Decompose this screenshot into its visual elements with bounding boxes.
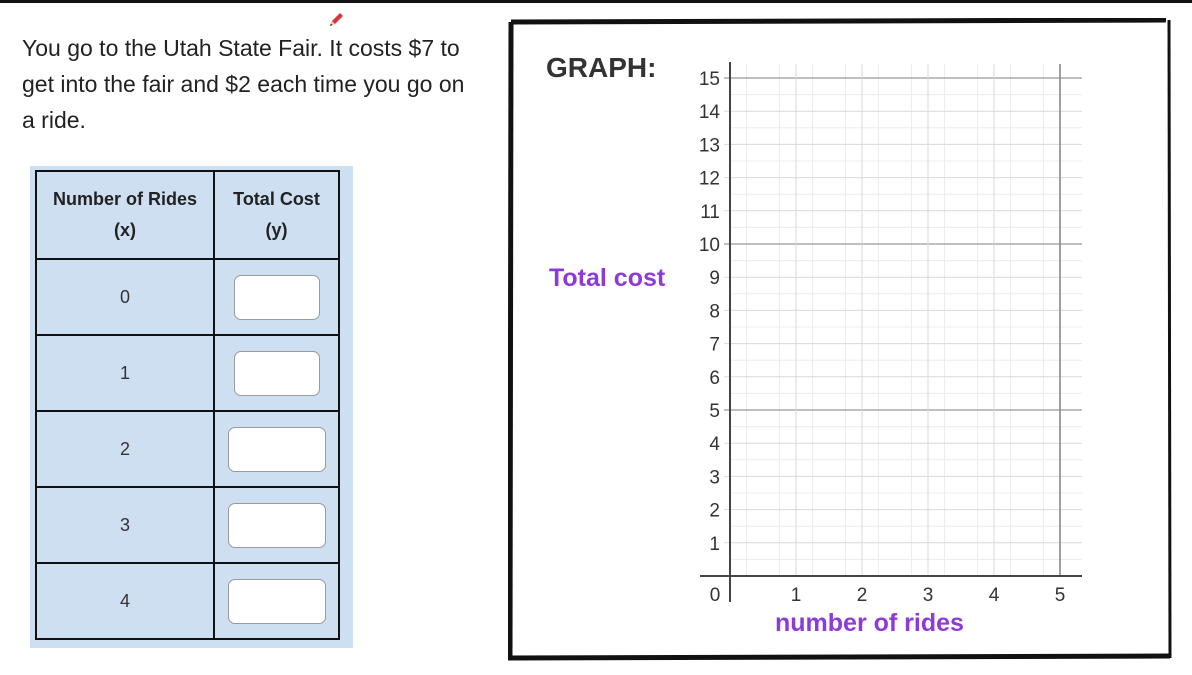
- cost-input-box[interactable]: [233, 350, 320, 396]
- cost-cell: [213, 562, 340, 640]
- cost-input-box[interactable]: [227, 502, 326, 548]
- col-header-cost-var: (y): [265, 220, 288, 240]
- x-tick-label: 1: [791, 585, 802, 606]
- cost-cell: [213, 410, 340, 488]
- pencil-icon[interactable]: [326, 10, 346, 30]
- cost-input-box[interactable]: [233, 274, 320, 320]
- y-tick-label: 9: [709, 268, 720, 289]
- y-tick-label: 11: [700, 202, 720, 223]
- y-axis-label: Total cost: [549, 264, 666, 292]
- table-row: 1: [35, 334, 340, 412]
- y-tick-label: 15: [699, 69, 720, 90]
- rides-cell: 4: [35, 562, 215, 640]
- col-header-rides-label: Number of Rides: [52, 189, 198, 209]
- table-header-row: Number of Rides (x) Total Cost (y): [35, 170, 340, 260]
- table-row: 0: [35, 258, 340, 336]
- rides-cell: 2: [35, 410, 215, 488]
- top-border: [0, 0, 1192, 3]
- x-tick-label: 2: [857, 585, 868, 606]
- y-tick-label: 14: [699, 102, 721, 123]
- cost-cell: [213, 486, 340, 564]
- rides-cell: 3: [35, 486, 215, 564]
- x-tick-label: 5: [1055, 585, 1066, 606]
- rides-cost-table: Number of Rides (x) Total Cost (y) 0 1 2…: [35, 170, 340, 640]
- y-tick-label: 3: [709, 467, 720, 488]
- table-row: 2: [35, 410, 340, 488]
- cost-input-box[interactable]: [227, 426, 326, 472]
- col-header-cost: Total Cost (y): [213, 170, 340, 260]
- y-tick-label: 13: [699, 135, 720, 156]
- y-tick-label: 4: [709, 434, 720, 455]
- x-tick-label: 4: [989, 585, 1000, 606]
- y-tick-label: 8: [709, 301, 720, 322]
- col-header-cost-label: Total Cost: [233, 189, 320, 209]
- cost-input-box[interactable]: [227, 578, 326, 624]
- problem-statement: You go to the Utah State Fair. It costs …: [22, 35, 465, 133]
- x-tick-label: 0: [710, 585, 721, 606]
- col-header-rides: Number of Rides (x): [35, 170, 215, 260]
- col-header-rides-var: (x): [114, 220, 136, 240]
- x-axis-label: number of rides: [775, 609, 964, 637]
- table-row: 3: [35, 486, 340, 564]
- x-tick-label: 3: [923, 585, 934, 606]
- y-tick-label: 2: [709, 501, 720, 522]
- graph-heading: GRAPH:: [546, 52, 657, 83]
- y-tick-label: 10: [699, 235, 720, 256]
- rides-cell: 0: [35, 258, 215, 336]
- table-row: 4: [35, 562, 340, 640]
- cost-cell: [213, 334, 340, 412]
- y-tick-label: 6: [709, 368, 720, 389]
- cost-cell: [213, 258, 340, 336]
- y-tick-label: 5: [709, 401, 720, 422]
- y-tick-label: 1: [709, 534, 720, 555]
- y-tick-label: 7: [709, 335, 720, 356]
- rides-cell: 1: [35, 334, 215, 412]
- y-tick-label: 12: [699, 169, 720, 190]
- graph-frame: [508, 18, 1172, 661]
